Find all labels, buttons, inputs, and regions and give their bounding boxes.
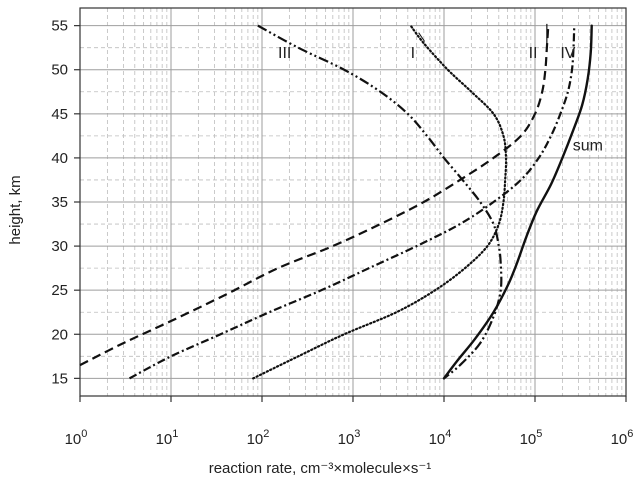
y-axis-ticks: 15 20 25 30 35 40 45 50 55 xyxy=(51,18,80,387)
x-axis-title: reaction rate, cm⁻³×molecule×s⁻¹ xyxy=(209,460,432,477)
series-line-sum xyxy=(442,24,593,380)
x-tick-label: 104 xyxy=(429,428,452,448)
x-axis-ticks: 100 101 102 103 104 105 106 xyxy=(65,396,634,448)
series-label-ii: II xyxy=(529,45,538,62)
y-axis-title: height, km xyxy=(7,175,24,244)
x-tick-label: 100 xyxy=(65,428,88,448)
y-tick-label: 25 xyxy=(51,282,68,299)
series-line-i xyxy=(252,24,508,380)
y-tick-label: 20 xyxy=(51,326,68,343)
series-line-iv xyxy=(128,25,576,380)
series-label-iii: III xyxy=(278,45,291,62)
y-tick-label: 40 xyxy=(51,150,68,167)
x-tick-label: 105 xyxy=(520,428,543,448)
y-tick-label: 50 xyxy=(51,62,68,79)
label-leader-i xyxy=(418,32,426,42)
y-tick-label: 55 xyxy=(51,18,68,35)
series-line-iii xyxy=(257,24,503,380)
series-label-iv: IV xyxy=(560,45,575,62)
x-tick-label: 106 xyxy=(611,428,634,448)
x-tick-label: 102 xyxy=(247,428,270,448)
series-line-ii xyxy=(79,25,550,367)
x-tick-label: 103 xyxy=(338,428,361,448)
series-label-i: I xyxy=(411,45,415,62)
y-tick-label: 30 xyxy=(51,238,68,255)
y-tick-label: 35 xyxy=(51,194,68,211)
series-label-sum: sum xyxy=(573,138,603,155)
y-tick-label: 45 xyxy=(51,106,68,123)
series-layer xyxy=(79,24,593,380)
y-tick-label: 15 xyxy=(51,370,68,387)
x-tick-label: 101 xyxy=(156,428,179,448)
